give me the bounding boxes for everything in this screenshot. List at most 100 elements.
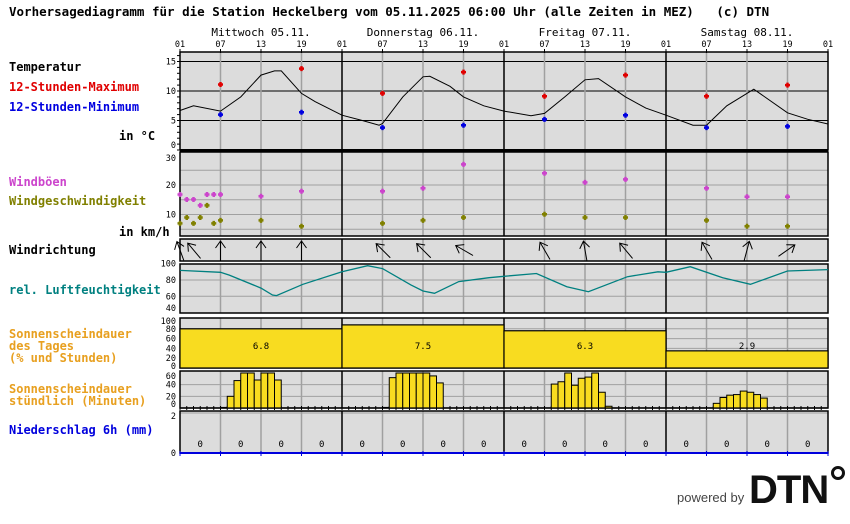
y-tick-label-hum: 80 — [166, 276, 176, 286]
arrow-shape — [174, 240, 185, 261]
sunshine-hour-bar — [388, 377, 397, 409]
wind-direction-arrow — [255, 240, 267, 261]
wind-direction-arrow — [215, 240, 226, 261]
wind-speed-point — [204, 202, 210, 208]
wind-direction-arrow — [778, 244, 796, 257]
y-tick-label-hum: 100 — [161, 260, 176, 270]
precip-value: 0 — [481, 440, 486, 450]
y-tick-label-temp: 15 — [166, 58, 176, 68]
min-temp-point — [218, 112, 223, 118]
gust-point — [258, 193, 264, 199]
arrow-shape — [619, 242, 633, 259]
gust-point — [211, 191, 217, 197]
sunshine-day-bar — [503, 330, 667, 369]
wind-speed-point — [191, 220, 196, 226]
precip-value: 0 — [522, 440, 527, 450]
y-tick-label-sunday: 0 — [171, 362, 176, 372]
sunshine-hour-bar — [429, 375, 437, 409]
hour-tick-label: 01 — [823, 40, 833, 50]
label-precipitation: Niederschlag 6h (mm) — [9, 423, 154, 437]
gust-point — [204, 191, 210, 197]
wind-speed-point — [197, 214, 203, 220]
sunshine-hour-bar — [584, 376, 593, 409]
arrow-shape — [375, 243, 391, 259]
label-sunshine-day: Sonnenscheindauer des Tages (% und Stund… — [9, 327, 132, 365]
label-gusts: Windböen — [9, 175, 67, 189]
y-tick-label-precip: 0 — [171, 449, 176, 459]
y-tick-label-sunday: 100 — [161, 317, 176, 327]
arrow-shape — [742, 240, 753, 261]
label-temperature: Temperatur — [9, 60, 82, 74]
label-humidity: rel. Luftfeuchtigkeit — [9, 283, 161, 297]
precip-value: 0 — [441, 440, 446, 450]
y-tick-label-temp: 0 — [171, 141, 176, 151]
wind-direction-arrow — [619, 242, 633, 259]
label-wind-direction: Windrichtung — [9, 243, 96, 257]
hour-tick-label: 19 — [620, 40, 630, 50]
sunshine-hour-bar — [233, 380, 242, 409]
gust-point — [177, 191, 183, 197]
max-temp-point — [623, 72, 628, 78]
sunshine-hour-bar — [550, 383, 559, 409]
wind-direction-arrow — [296, 240, 307, 261]
sunshine-day-bar — [665, 350, 829, 369]
sunshine-hour-bar — [395, 372, 404, 409]
y-tick-label-sunhour: 0 — [171, 400, 176, 410]
gust-point — [582, 179, 588, 185]
max-temp-point — [299, 66, 304, 72]
label-sunshine-hourly: Sonnenscheindauer stündlich (Minuten) — [9, 382, 147, 408]
sunshine-hour-bar — [415, 372, 424, 409]
wind-direction-arrow — [579, 240, 590, 261]
wind-speed-point — [582, 214, 588, 220]
wind-direction-arrow — [454, 244, 474, 256]
y-tick-label-hum: 60 — [166, 292, 176, 302]
wind-speed-point — [177, 220, 183, 226]
gust-point — [420, 185, 426, 191]
sunshine-hour-bar — [402, 372, 410, 409]
hour-tick-label: 01 — [661, 40, 671, 50]
sunshine-hour-bar — [719, 397, 728, 409]
label-max: 12-Stunden-Maximum — [9, 80, 140, 94]
wind-direction-arrow — [700, 241, 713, 260]
sunshine-hour-bar — [733, 394, 741, 409]
y-tick-label-temp: 10 — [166, 87, 176, 97]
wind-speed-point — [704, 217, 709, 223]
sunshine-day-label: 6.3 — [577, 342, 593, 352]
gust-point — [197, 202, 203, 208]
wind-speed-point — [542, 211, 547, 217]
sunshine-hour-bar — [240, 372, 248, 409]
hour-tick-label: 07 — [215, 40, 225, 50]
day-label: Freitag 07.11. — [539, 26, 632, 39]
sunshine-hour-bar — [591, 372, 599, 409]
gust-point — [299, 188, 304, 194]
precip-value: 0 — [400, 440, 405, 450]
arrow-shape — [215, 240, 226, 261]
day-label: Samstag 08.11. — [701, 26, 794, 39]
panel-border-hum — [179, 263, 829, 314]
precip-value: 0 — [643, 440, 648, 450]
y-tick-label-wind: 20 — [166, 181, 176, 191]
sunshine-hour-bar — [247, 372, 255, 409]
max-temp-point — [785, 82, 790, 88]
page-title: Vorhersagediagramm für die Station Hecke… — [9, 4, 770, 19]
wind-speed-point — [299, 223, 304, 229]
min-temp-point — [785, 123, 790, 129]
y-tick-label-wind: 10 — [166, 211, 176, 221]
y-tick-label-sunhour: 60 — [166, 372, 176, 382]
precip-value: 0 — [198, 440, 203, 450]
min-temp-point — [542, 116, 547, 122]
precip-value: 0 — [765, 440, 770, 450]
day-label: Donnerstag 06.11. — [367, 26, 480, 39]
precip-value: 0 — [562, 440, 567, 450]
sunshine-hour-bar — [267, 372, 275, 409]
sunshine-hour-bar — [577, 377, 586, 409]
hour-tick-label: 07 — [701, 40, 711, 50]
y-tick-label-precip: 2 — [171, 412, 176, 422]
arrow-shape — [296, 240, 307, 261]
hour-tick-label: 01 — [337, 40, 347, 50]
gust-point — [623, 176, 628, 182]
precip-value: 0 — [724, 440, 729, 450]
precip-value: 0 — [805, 440, 810, 450]
label-wind-unit: in km/h — [119, 225, 170, 239]
